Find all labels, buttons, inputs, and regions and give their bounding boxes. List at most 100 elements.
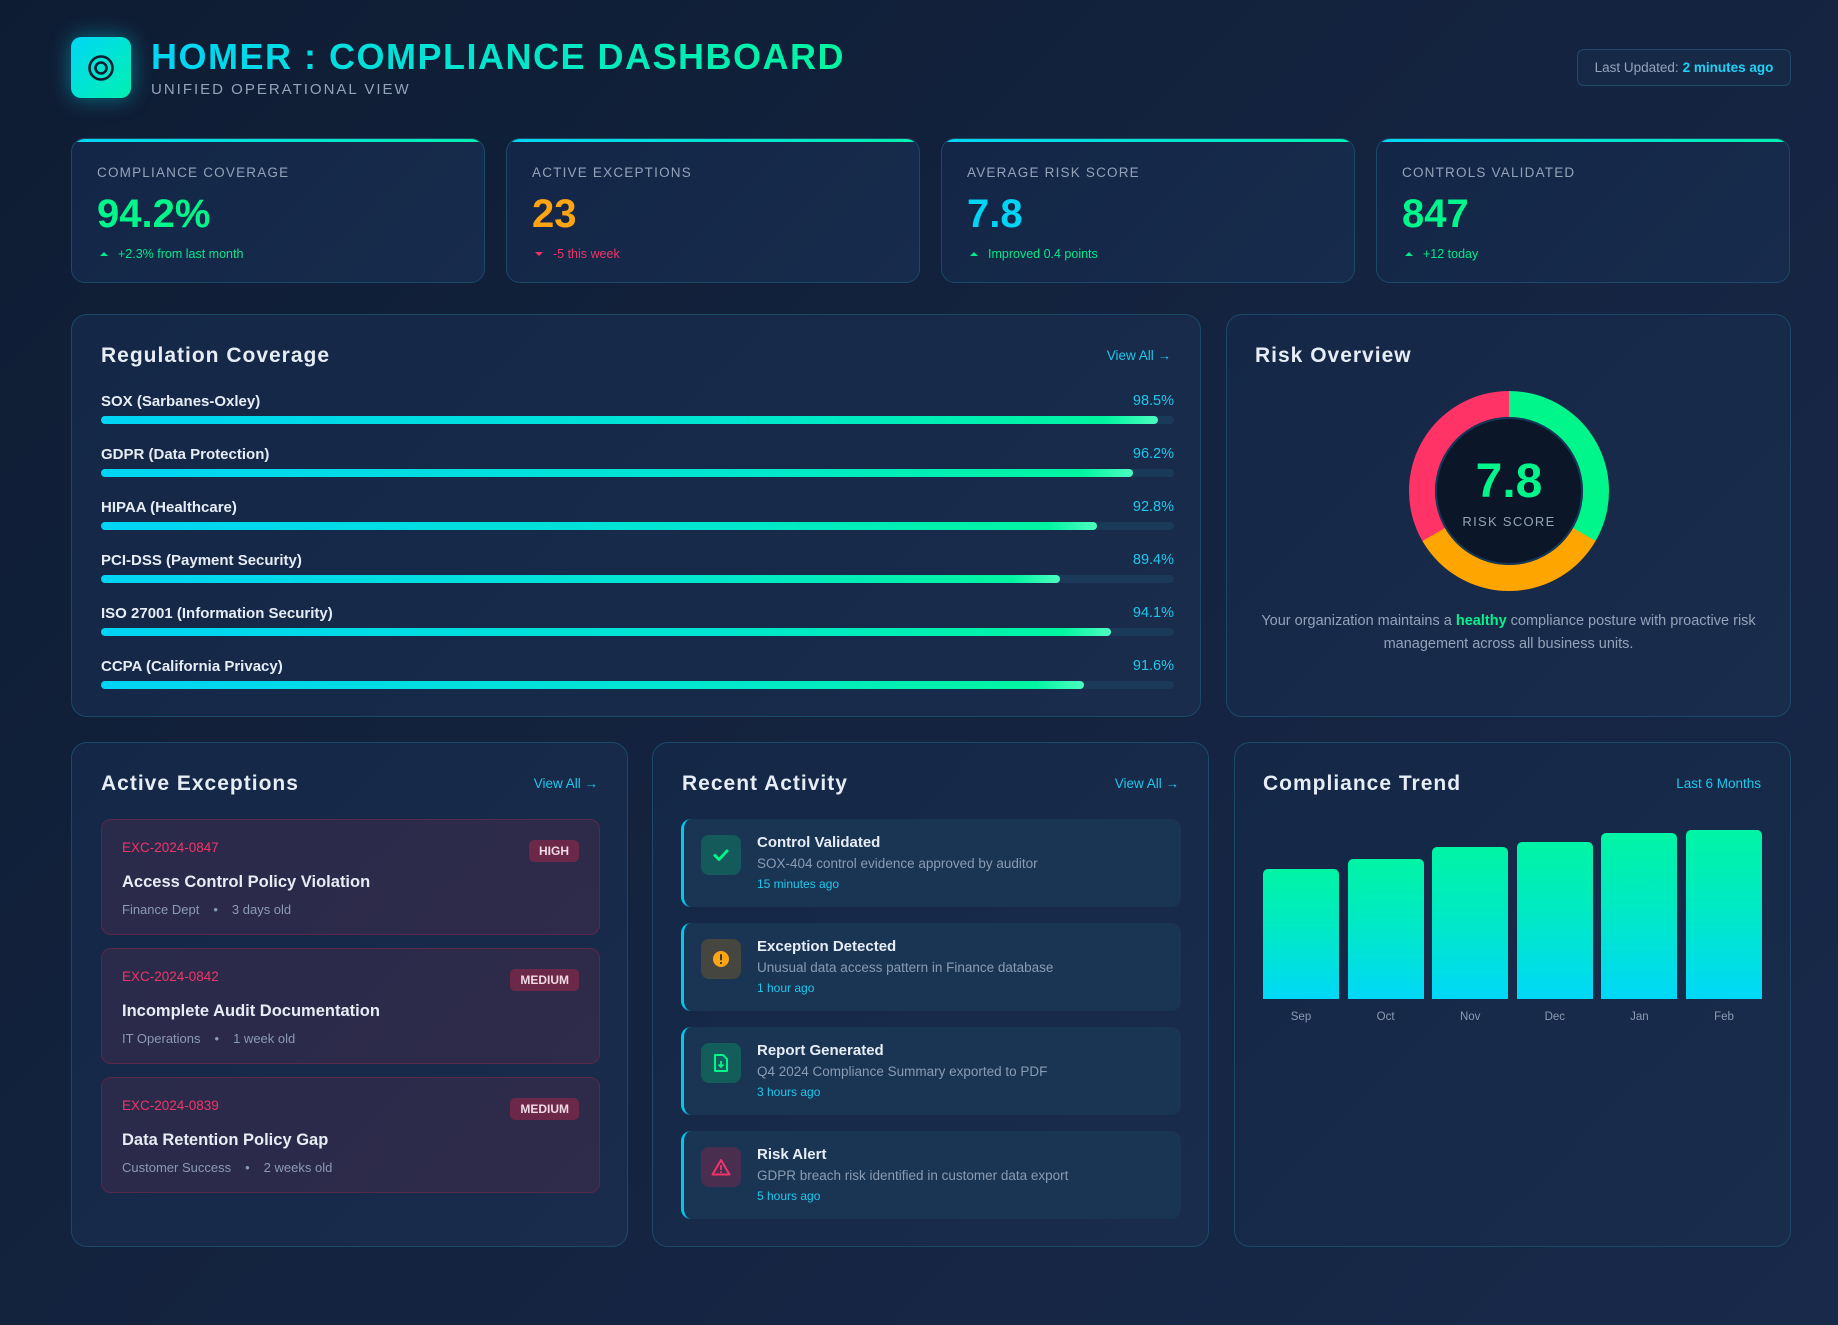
activity-time: 15 minutes ago (757, 877, 840, 891)
meta-separator: • (214, 1031, 220, 1046)
exception-dept: Customer Success (122, 1160, 232, 1175)
meta-separator: • (213, 902, 218, 917)
regulation-percent: 94.1% (1132, 605, 1174, 621)
regulation-name: CCPA (California Privacy) (101, 658, 283, 675)
regulation-percent: 92.8% (1132, 499, 1174, 515)
exception-title: Access Control Policy Violation (122, 873, 371, 891)
exceptions-view-all-link[interactable]: View All → (533, 776, 598, 791)
regulation-percent: 89.4% (1132, 552, 1174, 568)
last-updated-value: 2 minutes ago (1682, 60, 1774, 75)
last-updated-label: Last Updated: (1594, 60, 1679, 75)
active-exceptions-title: Active Exceptions (101, 772, 299, 795)
exception-id: EXC-2024-0839 (122, 1098, 219, 1113)
exception-title: Data Retention Policy Gap (122, 1131, 329, 1149)
activity-item[interactable]: Report Generated Q4 2024 Compliance Summa… (681, 1027, 1181, 1115)
regulation-name: SOX (Sarbanes-Oxley) (101, 393, 261, 410)
activity-item[interactable]: Control Validated SOX-404 control evidenc… (681, 819, 1181, 907)
risk-score-donut: 7.8 RISK SCORE (1409, 391, 1609, 591)
trend-bar-oct[interactable] (1347, 858, 1424, 999)
trend-x-label: Dec (1544, 1011, 1566, 1023)
recent-activity-title: Recent Activity (682, 772, 848, 795)
risk-overview-panel: Risk Overview 7.8 RISK SCORE Your organi… (1226, 314, 1791, 717)
trend-x-label: Jan (1630, 1011, 1649, 1023)
exception-id: EXC-2024-0842 (122, 969, 219, 984)
regulation-progress-track (101, 681, 1174, 689)
activity-title: Exception Detected (757, 938, 897, 955)
risk-score-center: 7.8 RISK SCORE (1435, 417, 1583, 565)
recent-activity-panel: Recent Activity View All → Control Valid… (652, 742, 1209, 1247)
stat-label: COMPLIANCE COVERAGE (97, 165, 290, 180)
regulation-progress-track (101, 469, 1174, 477)
regulation-coverage-title: Regulation Coverage (101, 344, 331, 367)
regulation-progress-track (101, 628, 1174, 636)
regulation-progress-fill (101, 522, 1097, 530)
activity-title: Control Validated (757, 834, 881, 851)
stat-delta: -5 this week (535, 247, 620, 261)
activity-title: Risk Alert (757, 1146, 827, 1163)
active-exceptions-panel: Active Exceptions View All → EXC-2024-08… (71, 742, 628, 1247)
regulation-view-all-link[interactable]: View All → (1106, 348, 1171, 363)
regulation-row: GDPR (Data Protection) 96.2% (101, 446, 1174, 486)
activity-item[interactable]: Risk Alert GDPR breach risk identified in… (681, 1131, 1181, 1219)
stat-delta-text: +2.3% from last month (118, 247, 244, 261)
severity-badge: HIGH (529, 840, 579, 862)
regulation-progress-fill (101, 681, 1084, 689)
stat-label: ACTIVE EXCEPTIONS (532, 165, 692, 180)
trend-x-label: Nov (1459, 1011, 1481, 1023)
stat-card-active-exceptions: ACTIVE EXCEPTIONS 23 -5 this week (506, 138, 920, 283)
compliance-trend-chart (1263, 803, 1763, 999)
trend-x-label: Sep (1290, 1011, 1312, 1023)
exception-meta: IT Operations • 1 week old (122, 1031, 295, 1046)
trend-bar-feb[interactable] (1686, 830, 1762, 999)
activity-description: Q4 2024 Compliance Summary exported to P… (757, 1064, 1048, 1079)
stat-delta-text: -5 this week (553, 247, 620, 261)
regulation-name: ISO 27001 (Information Security) (101, 605, 333, 622)
risk-desc-highlight: healthy (1455, 613, 1507, 629)
stat-delta: +12 today (1405, 247, 1478, 261)
risk-score-label: RISK SCORE (1462, 513, 1556, 529)
exception-age: 1 week old (233, 1031, 296, 1046)
app-logo (71, 37, 131, 98)
regulation-percent: 96.2% (1132, 446, 1174, 462)
stat-delta-text: +12 today (1423, 247, 1479, 261)
exception-card[interactable]: EXC-2024-0839 MEDIUM Data Retention Policy… (101, 1077, 600, 1193)
stat-delta: Improved 0.4 points (970, 247, 1098, 261)
trend-bar-dec[interactable] (1516, 841, 1593, 999)
trend-down-icon (535, 252, 543, 256)
compliance-trend-title: Compliance Trend (1263, 772, 1462, 795)
check-icon (701, 835, 741, 875)
activity-item[interactable]: Exception Detected Unusual data access pa… (681, 923, 1181, 1011)
activity-time: 3 hours ago (757, 1085, 821, 1099)
stat-value: 94.2% (97, 192, 211, 236)
activity-title: Report Generated (757, 1042, 884, 1059)
warning-triangle-icon (701, 1147, 741, 1187)
stat-delta: +2.3% from last month (100, 247, 243, 261)
regulation-name: GDPR (Data Protection) (101, 446, 270, 463)
stat-value: 847 (1402, 192, 1469, 236)
target-icon (88, 54, 114, 81)
regulation-percent: 91.6% (1132, 658, 1174, 674)
exception-meta: Customer Success • 2 weeks old (122, 1160, 332, 1175)
activity-description: Unusual data access pattern in Finance d… (757, 960, 1054, 975)
trend-up-icon (1405, 252, 1413, 256)
exception-card[interactable]: EXC-2024-0842 MEDIUM Incomplete Audit Docu… (101, 948, 600, 1064)
exception-dept: IT Operations (122, 1031, 201, 1046)
trend-bar-jan[interactable] (1601, 833, 1678, 999)
stat-card-compliance-coverage: COMPLIANCE COVERAGE 94.2% +2.3% from last … (71, 138, 485, 283)
trend-range-link[interactable]: Last 6 Months (1676, 776, 1761, 791)
regulation-row: ISO 27001 (Information Security) 94.1% (101, 605, 1174, 645)
stat-label: CONTROLS VALIDATED (1402, 165, 1576, 180)
trend-bar-nov[interactable] (1432, 846, 1509, 999)
trend-bar-sep[interactable] (1263, 868, 1339, 999)
risk-description: Your organization maintains a healthy co… (1257, 610, 1760, 656)
regulation-progress-fill (101, 416, 1158, 424)
activity-view-all-link[interactable]: View All → (1114, 776, 1179, 791)
risk-score-value: 7.8 (1475, 454, 1543, 508)
activity-description: GDPR breach risk identified in customer … (757, 1168, 1069, 1183)
severity-badge: MEDIUM (510, 969, 579, 991)
stat-value: 7.8 (967, 192, 1023, 236)
exception-card[interactable]: EXC-2024-0847 HIGH Access Control Policy V… (101, 819, 600, 935)
compliance-trend-panel: Compliance Trend Last 6 Months Sep Oct Nov… (1234, 742, 1791, 1247)
regulation-progress-fill (101, 628, 1111, 636)
exception-age: 3 days old (231, 902, 292, 917)
